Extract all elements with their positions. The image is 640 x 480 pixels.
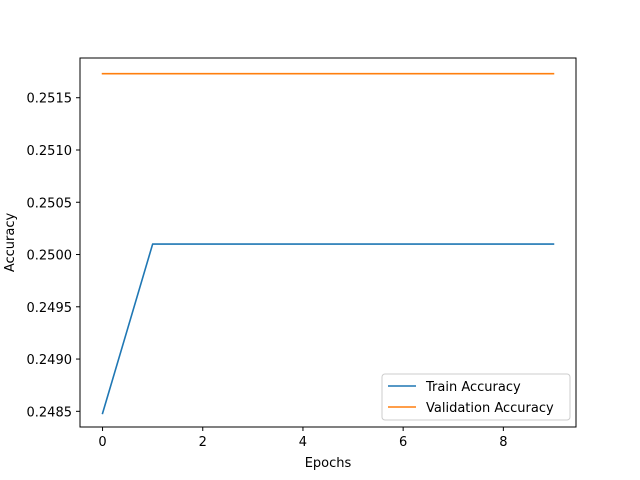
y-axis-label: Accuracy [3,213,18,273]
data-point-1-9 [553,73,555,75]
y-tick-label: 0.2505 [27,196,73,211]
y-tick-label: 0.2490 [27,353,73,368]
y-tick-label: 0.2500 [27,249,73,264]
data-point-1-0 [102,73,104,75]
plot-frame [79,57,577,428]
data-point-0-0 [102,413,104,415]
legend: Train Accuracy Validation Accuracy [381,373,571,421]
data-point-0-4 [302,243,304,245]
data-point-0-2 [202,243,204,245]
data-point-0-6 [402,243,404,245]
data-point-1-6 [402,73,404,75]
y-tick-label: 0.2495 [27,301,73,316]
data-point-0-8 [503,243,505,245]
data-point-1-4 [302,73,304,75]
x-tick-label: 2 [199,435,207,450]
data-point-0-1 [152,243,154,245]
x-tick-label: 6 [399,435,407,450]
data-point-1-8 [503,73,505,75]
x-tick-label: 0 [98,435,106,450]
series-line-0 [101,243,555,415]
series-layer [101,72,555,415]
data-point-0-5 [352,243,354,245]
data-point-0-9 [553,243,555,245]
legend-box [381,373,571,421]
data-point-1-1 [152,73,154,75]
data-point-1-3 [252,73,254,75]
y-tick-label: 0.2510 [27,144,73,159]
x-tick-label: 8 [499,435,507,450]
x-tick-label: 4 [299,435,307,450]
data-point-1-2 [202,73,204,75]
y-tick-label: 0.2515 [27,92,73,107]
data-point-1-7 [452,73,454,75]
x-axis: 0 2 4 6 8 [98,427,507,450]
data-point-1-5 [352,73,354,75]
y-axis: 0.2485 0.2490 0.2495 0.2500 0.2505 0.2510 0.25… [27,92,80,420]
data-point-0-3 [252,243,254,245]
legend-label-0: Train Accuracy [425,380,521,395]
x-axis-label: Epochs [305,456,352,471]
legend-label-1: Validation Accuracy [426,401,554,416]
data-point-0-7 [452,243,454,245]
y-tick-label: 0.2485 [27,405,73,420]
